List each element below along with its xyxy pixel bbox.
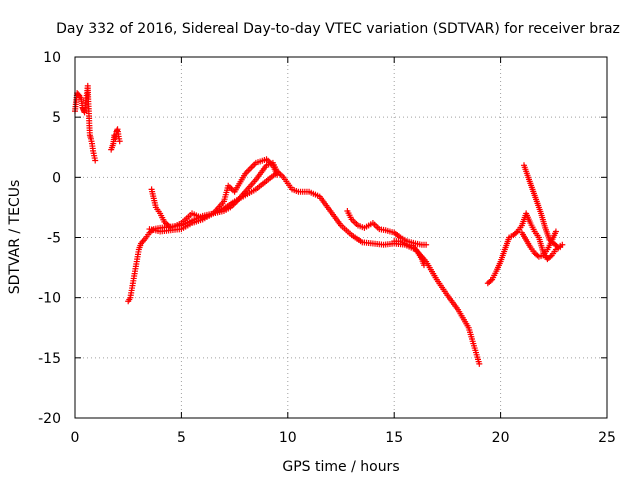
data-series-2 [81, 82, 99, 164]
y-axis-label: SDTVAR / TECUs [7, 180, 23, 295]
x-tick-label: 25 [598, 430, 616, 446]
x-tick-label: 10 [279, 430, 297, 446]
data-point [92, 157, 99, 164]
y-tick-label: 10 [43, 50, 61, 66]
data-series-8 [391, 238, 427, 269]
chart-title: Day 332 of 2016, Sidereal Day-to-day VTE… [56, 21, 620, 37]
data-point [552, 228, 559, 235]
x-tick-label: 0 [71, 430, 80, 446]
data-series-7 [344, 208, 430, 248]
x-axis-label: GPS time / hours [282, 459, 399, 475]
y-tick-label: -15 [38, 351, 61, 367]
data-point [559, 241, 566, 248]
y-tick-label: -5 [47, 231, 61, 247]
data-point [75, 91, 82, 98]
data-points [72, 82, 566, 367]
y-tick-label: 0 [52, 170, 61, 186]
data-series-9 [484, 210, 564, 287]
data-point [423, 241, 430, 248]
data-series-4 [125, 159, 483, 367]
data-series-10 [521, 162, 566, 251]
data-series-5 [148, 156, 281, 231]
data-point [476, 360, 483, 367]
y-tick-label: 5 [52, 110, 61, 126]
axis-ticks: 0 5 10 15 20 25 -20 -15 -10 -5 0 5 10 [38, 50, 616, 446]
data-series-11 [518, 228, 559, 260]
x-tick-label: 5 [177, 430, 186, 446]
y-tick-label: -10 [38, 291, 61, 307]
data-point [420, 262, 427, 269]
grid [75, 57, 607, 418]
x-tick-label: 15 [385, 430, 403, 446]
data-point [116, 138, 123, 145]
data-series-3 [108, 126, 123, 153]
data-point [274, 169, 281, 176]
y-tick-label: -20 [38, 411, 61, 427]
x-tick-label: 20 [492, 430, 510, 446]
data-series-6 [146, 169, 281, 235]
